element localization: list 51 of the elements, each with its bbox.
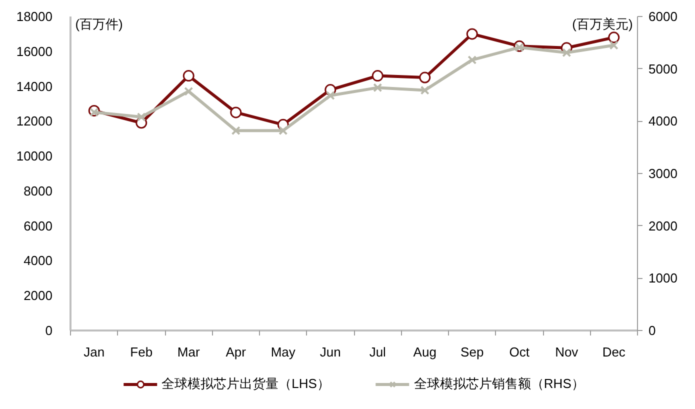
x-tick-label: Aug (413, 344, 436, 360)
y-tick-label: 0 (45, 323, 53, 338)
point (609, 40, 618, 50)
point (231, 126, 240, 136)
x-tick-label: Jan (84, 344, 105, 360)
x-tick-label: May (270, 344, 296, 360)
point (373, 83, 382, 92)
point (230, 106, 242, 118)
point (608, 32, 620, 44)
x-tick-label: Jul (369, 344, 386, 360)
y-tick-label: 16000 (16, 44, 53, 59)
point (182, 70, 194, 82)
x-tick-label: Mar (177, 344, 200, 360)
legend-label: 全球模拟芯片销售额（RHS） (414, 375, 584, 393)
point (466, 28, 478, 40)
point (278, 126, 288, 136)
y-tick-label: 6000 (24, 218, 52, 234)
point (326, 90, 335, 100)
point (136, 112, 146, 122)
y-tick-label: 18000 (16, 9, 53, 24)
point (514, 42, 524, 52)
y-tick-label: 4000 (24, 253, 52, 268)
point (420, 86, 430, 95)
y-tick-label: 12000 (16, 114, 53, 129)
y2-tick-label: 2000 (648, 218, 678, 234)
y2-axis-title: (百万美元) (572, 16, 633, 32)
y-tick-label: 14000 (16, 78, 53, 94)
x-tick-label: Dec (602, 344, 626, 360)
point (419, 72, 431, 84)
y2-tick-label: 0 (648, 323, 656, 338)
y2-tick-label: 1000 (648, 270, 678, 286)
x-tick-label: Apr (226, 344, 247, 360)
y2-tick-label: 3000 (648, 166, 678, 181)
x-tick-label: Jun (320, 344, 341, 360)
y2-tick-label: 4000 (648, 114, 678, 129)
y-tick-label: 2000 (24, 288, 52, 304)
y2-tick-label: 5000 (648, 61, 678, 76)
point (562, 48, 572, 58)
y2-tick-label: 6000 (648, 9, 678, 24)
point (372, 70, 384, 82)
point (184, 86, 194, 96)
x-tick-label: Nov (555, 344, 579, 360)
x-tick-label: Oct (509, 344, 530, 360)
y-tick-label: 10000 (16, 148, 53, 164)
x-tick-label: Feb (130, 344, 153, 360)
legend-label: 全球模拟芯片出货量（LHS） (162, 375, 330, 393)
x-tick-label: Sep (460, 344, 484, 360)
y-tick-label: 8000 (24, 183, 52, 198)
y-axis-title: (百万件) (75, 16, 123, 32)
point (468, 55, 477, 64)
point (90, 108, 99, 117)
